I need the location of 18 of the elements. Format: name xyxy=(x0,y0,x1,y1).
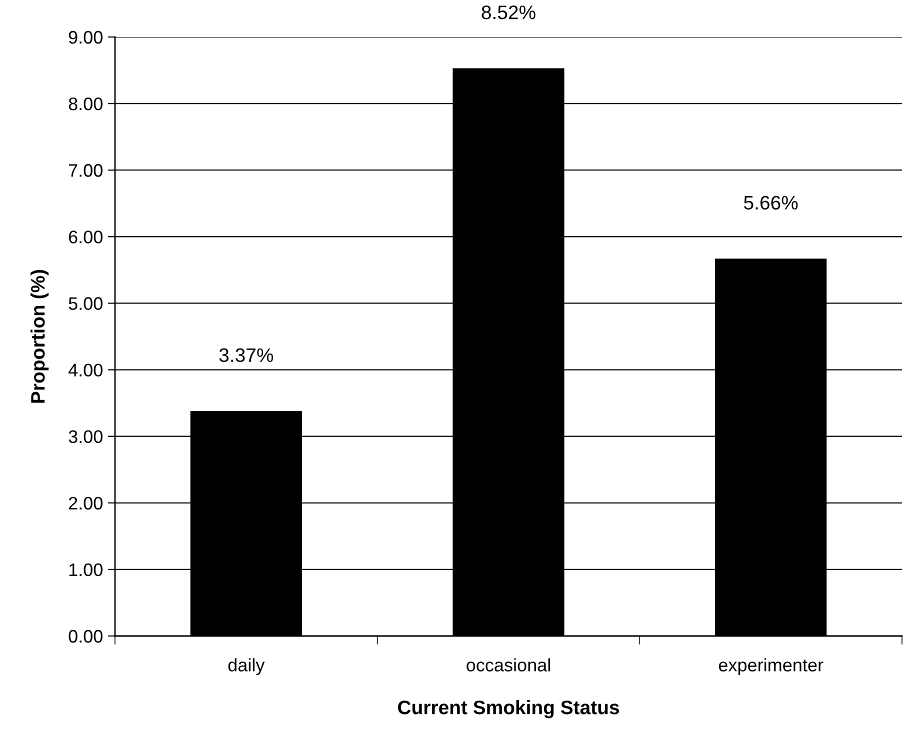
data-label: 5.66% xyxy=(744,196,798,210)
y-tick-label: 3.00 xyxy=(68,430,102,444)
y-axis-title: Proportion (%) xyxy=(30,270,49,403)
x-axis-title: Current Smoking Status xyxy=(398,700,619,718)
x-tick-label: occasional xyxy=(466,658,550,672)
y-tick-label: 7.00 xyxy=(68,164,102,177)
x-tick-label: experimenter xyxy=(718,658,824,676)
data-label: 3.37% xyxy=(219,348,274,362)
y-tick-label: 0.00 xyxy=(68,630,102,643)
data-label: 8.52% xyxy=(482,6,536,20)
y-tick-label: 4.00 xyxy=(68,364,102,376)
y-tick-label: 5.00 xyxy=(68,297,102,310)
y-tick-label: 6.00 xyxy=(68,230,102,244)
y-tick-label: 2.00 xyxy=(68,496,102,510)
y-tick-label: 9.00 xyxy=(68,30,102,44)
x-tick-label: daily xyxy=(228,658,265,676)
y-tick-label: 1.00 xyxy=(69,563,102,576)
y-tick-label: 8.00 xyxy=(68,97,102,110)
